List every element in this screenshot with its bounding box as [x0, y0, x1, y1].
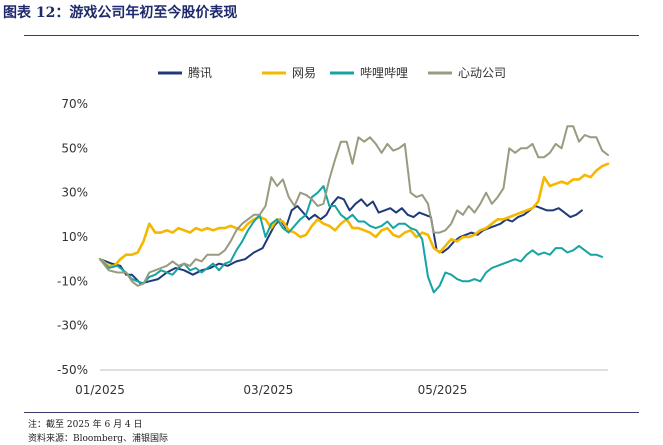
bottom-divider — [24, 412, 639, 413]
x-tick-label: 01/2025 — [75, 383, 125, 397]
x-tick-label: 05/2025 — [418, 383, 468, 397]
y-axis: 70% 50% 30% 10% -10% -30% -50% — [57, 97, 88, 377]
y-tick-label: -10% — [57, 274, 88, 288]
legend: 腾讯 网易 哔哩哔哩 心动公司 — [158, 65, 506, 80]
y-tick-label: 10% — [61, 230, 88, 244]
y-tick-label: 50% — [61, 141, 88, 155]
y-tick-label: -50% — [57, 363, 88, 377]
y-tick-label: 30% — [61, 186, 88, 200]
series-line-2 — [98, 162, 610, 268]
series-lines — [98, 125, 610, 294]
series-line-3 — [99, 185, 604, 294]
x-axis: 01/2025 03/2025 05/2025 — [75, 369, 608, 397]
x-tick-label: 03/2025 — [243, 383, 293, 397]
top-divider — [24, 35, 639, 36]
legend-label: 腾讯 — [188, 65, 212, 80]
series-line-4 — [99, 125, 609, 287]
legend-label: 心动公司 — [458, 66, 506, 80]
footnote: 注：截至 2025 年 6 月 4 日 — [28, 420, 143, 430]
source-note: 资料来源：Bloomberg、浦银国际 — [28, 434, 169, 444]
legend-label: 网易 — [292, 66, 316, 80]
y-tick-label: 70% — [61, 97, 88, 111]
legend-label: 哔哩哔哩 — [360, 66, 408, 80]
y-tick-label: -30% — [57, 319, 88, 333]
figure-title: 图表 12：游戏公司年初至今股价表现 — [3, 5, 238, 21]
stock-performance-chart: 腾讯 网易 哔哩哔哩 心动公司 70% 50% 30% 10% -10% -30% -50% 01… — [57, 65, 610, 397]
series-line-1 — [99, 196, 583, 285]
